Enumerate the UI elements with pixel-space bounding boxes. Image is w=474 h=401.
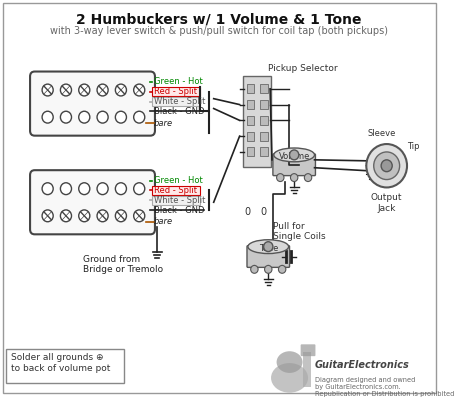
FancyBboxPatch shape bbox=[243, 76, 271, 167]
Text: 0: 0 bbox=[261, 207, 267, 217]
FancyBboxPatch shape bbox=[260, 116, 268, 125]
Circle shape bbox=[115, 210, 127, 222]
Circle shape bbox=[79, 84, 90, 96]
Text: Green - Hot: Green - Hot bbox=[154, 77, 202, 86]
Text: bare: bare bbox=[154, 217, 173, 227]
Circle shape bbox=[60, 210, 72, 222]
Ellipse shape bbox=[248, 240, 289, 253]
Circle shape bbox=[115, 183, 127, 194]
Text: 2 Humbuckers w/ 1 Volume & 1 Tone: 2 Humbuckers w/ 1 Volume & 1 Tone bbox=[76, 13, 362, 27]
FancyBboxPatch shape bbox=[246, 84, 254, 93]
Circle shape bbox=[134, 183, 145, 194]
Circle shape bbox=[42, 210, 53, 222]
FancyBboxPatch shape bbox=[260, 100, 268, 109]
FancyBboxPatch shape bbox=[246, 148, 254, 156]
Text: Volume: Volume bbox=[279, 152, 310, 161]
Circle shape bbox=[278, 265, 286, 273]
Text: Black - GND: Black - GND bbox=[154, 206, 204, 215]
FancyBboxPatch shape bbox=[3, 3, 436, 393]
Circle shape bbox=[290, 150, 299, 160]
Circle shape bbox=[60, 111, 72, 123]
Circle shape bbox=[366, 144, 407, 187]
Circle shape bbox=[42, 84, 53, 96]
FancyBboxPatch shape bbox=[303, 352, 311, 387]
Text: Pull for
Single Coils: Pull for Single Coils bbox=[273, 222, 326, 241]
Circle shape bbox=[264, 265, 272, 273]
FancyBboxPatch shape bbox=[273, 154, 315, 176]
Circle shape bbox=[97, 183, 108, 194]
Circle shape bbox=[374, 152, 400, 180]
FancyBboxPatch shape bbox=[260, 148, 268, 156]
FancyBboxPatch shape bbox=[7, 349, 124, 383]
Ellipse shape bbox=[274, 148, 315, 162]
Text: GuitarElectronics: GuitarElectronics bbox=[315, 360, 409, 370]
Text: Red - Split: Red - Split bbox=[154, 87, 197, 96]
Circle shape bbox=[97, 210, 108, 222]
Circle shape bbox=[79, 183, 90, 194]
Ellipse shape bbox=[271, 363, 308, 393]
Circle shape bbox=[79, 210, 90, 222]
FancyBboxPatch shape bbox=[301, 344, 315, 356]
Text: Tone: Tone bbox=[259, 244, 278, 253]
Text: Tip: Tip bbox=[407, 142, 419, 150]
Text: Black - GND: Black - GND bbox=[154, 107, 204, 116]
Circle shape bbox=[60, 84, 72, 96]
Text: White - Split: White - Split bbox=[154, 97, 205, 106]
Circle shape bbox=[134, 210, 145, 222]
FancyBboxPatch shape bbox=[260, 84, 268, 93]
FancyBboxPatch shape bbox=[247, 246, 290, 267]
Circle shape bbox=[60, 183, 72, 194]
Ellipse shape bbox=[277, 351, 302, 373]
Text: Ground from
Bridge or Tremolo: Ground from Bridge or Tremolo bbox=[83, 255, 164, 274]
Text: Solder all grounds ⊕
to back of volume pot: Solder all grounds ⊕ to back of volume p… bbox=[11, 353, 110, 373]
Text: Red - Split: Red - Split bbox=[154, 186, 197, 195]
Circle shape bbox=[42, 183, 53, 194]
Circle shape bbox=[134, 84, 145, 96]
Circle shape bbox=[251, 265, 258, 273]
FancyBboxPatch shape bbox=[246, 132, 254, 141]
Circle shape bbox=[277, 174, 284, 182]
Circle shape bbox=[42, 111, 53, 123]
Circle shape bbox=[115, 84, 127, 96]
FancyBboxPatch shape bbox=[30, 71, 155, 136]
Text: Green - Hot: Green - Hot bbox=[154, 176, 202, 185]
Text: Pickup Selector: Pickup Selector bbox=[268, 64, 338, 73]
Text: 0: 0 bbox=[245, 207, 251, 217]
FancyBboxPatch shape bbox=[260, 132, 268, 141]
FancyBboxPatch shape bbox=[246, 100, 254, 109]
FancyBboxPatch shape bbox=[30, 170, 155, 234]
Circle shape bbox=[304, 174, 312, 182]
Text: with 3-way lever switch & push/pull switch for coil tap (both pickups): with 3-way lever switch & push/pull swit… bbox=[50, 26, 388, 36]
FancyBboxPatch shape bbox=[246, 116, 254, 125]
Circle shape bbox=[115, 111, 127, 123]
Circle shape bbox=[106, 109, 264, 276]
Circle shape bbox=[97, 111, 108, 123]
FancyBboxPatch shape bbox=[152, 196, 200, 205]
Text: White - Split: White - Split bbox=[154, 196, 205, 205]
Circle shape bbox=[134, 111, 145, 123]
Text: Sleeve: Sleeve bbox=[368, 129, 396, 138]
Circle shape bbox=[381, 160, 392, 172]
Text: Output
Jack: Output Jack bbox=[371, 193, 402, 213]
FancyBboxPatch shape bbox=[152, 97, 200, 106]
FancyBboxPatch shape bbox=[152, 186, 200, 195]
Circle shape bbox=[291, 174, 298, 182]
FancyBboxPatch shape bbox=[152, 87, 200, 96]
Text: bare: bare bbox=[154, 119, 173, 128]
Circle shape bbox=[264, 242, 273, 251]
Circle shape bbox=[97, 84, 108, 96]
Text: Diagram designed and owned
by GuitarElectronics.com.
Republication or Distributi: Diagram designed and owned by GuitarElec… bbox=[315, 377, 454, 397]
Circle shape bbox=[79, 111, 90, 123]
